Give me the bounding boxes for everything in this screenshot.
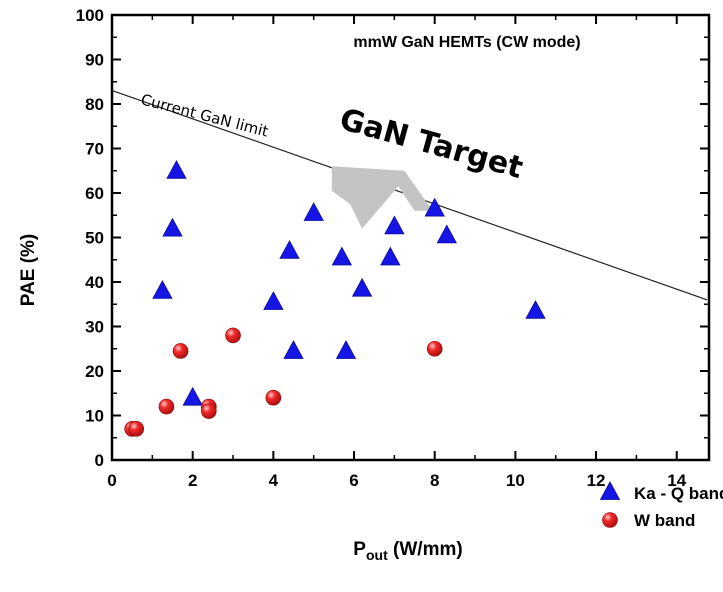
y-tick-label: 20 (85, 362, 104, 381)
ka-q-band-point (152, 280, 173, 299)
ka-q-band-point (166, 159, 187, 179)
x-axis-title-main: P (353, 539, 366, 560)
y-tick-label: 80 (85, 95, 104, 114)
x-tick-label: 14 (667, 471, 686, 490)
limit-line-label: Current GaN limit (139, 90, 270, 140)
ka-q-band-point (384, 215, 405, 235)
legend-label: W band (634, 511, 695, 530)
ka-q-band-point (331, 246, 353, 266)
w-band-point (158, 398, 175, 415)
w-band-point (128, 421, 145, 437)
x-tick-label: 10 (506, 471, 525, 490)
y-tick-label: 50 (85, 229, 104, 248)
ka-q-band-point (182, 386, 203, 406)
y-tick-label: 40 (85, 273, 104, 292)
y-tick-label: 30 (85, 318, 104, 337)
y-tick-label: 10 (85, 407, 104, 426)
y-tick-label: 90 (85, 51, 104, 70)
x-axis-ticks: 0 2 4 6 8 10 12 14 (107, 15, 687, 490)
w-band-point (172, 343, 189, 359)
y-axis-ticks: 0 10 20 30 40 50 60 70 80 90 100 (76, 6, 709, 470)
x-tick-label: 2 (188, 471, 197, 490)
x-tick-label: 8 (430, 471, 439, 490)
ka-q-band-point (162, 217, 183, 237)
y-tick-label: 70 (85, 140, 104, 159)
ka-q-band-point (335, 340, 357, 359)
plot-frame (110, 13, 711, 462)
w-band-point (265, 389, 282, 406)
y-axis-title: PAE (%) (18, 234, 39, 306)
w-band-point (426, 340, 443, 357)
ka-q-band-point (263, 291, 284, 310)
ka-q-band-point (525, 300, 546, 319)
w-band-point (225, 327, 241, 344)
gan-target-arrow (331, 166, 433, 229)
ka-q-band-point (424, 197, 445, 217)
y-tick-label: 100 (76, 6, 104, 25)
legend-marker-ka-q-band (599, 481, 621, 500)
x-tick-label: 0 (107, 471, 116, 490)
legend: Ka - Q band W band (599, 481, 723, 530)
y-tick-label: 60 (85, 184, 104, 203)
w-band-point (201, 403, 217, 419)
ka-q-band-point (351, 277, 373, 297)
legend-label: Ka - Q band (634, 484, 723, 503)
chart-title: mmW GaN HEMTs (CW mode) (353, 34, 580, 51)
x-tick-label: 6 (349, 471, 358, 490)
data-points (124, 159, 546, 437)
x-tick-label: 12 (587, 471, 606, 490)
x-axis-title: Pout (W/mm) (353, 539, 462, 563)
ka-q-band-point (283, 340, 304, 359)
ka-q-band-point (279, 240, 300, 259)
ka-q-band-point (380, 246, 401, 266)
ka-q-band-point (303, 202, 324, 221)
x-axis-title-unit: (W/mm) (388, 539, 463, 560)
x-axis-title-sub: out (366, 547, 388, 563)
y-tick-label: 0 (95, 451, 104, 470)
target-arrow-layer (331, 166, 433, 229)
ka-q-band-point (436, 224, 457, 244)
legend-marker-w-band (602, 512, 618, 528)
x-tick-label: 4 (269, 471, 279, 490)
